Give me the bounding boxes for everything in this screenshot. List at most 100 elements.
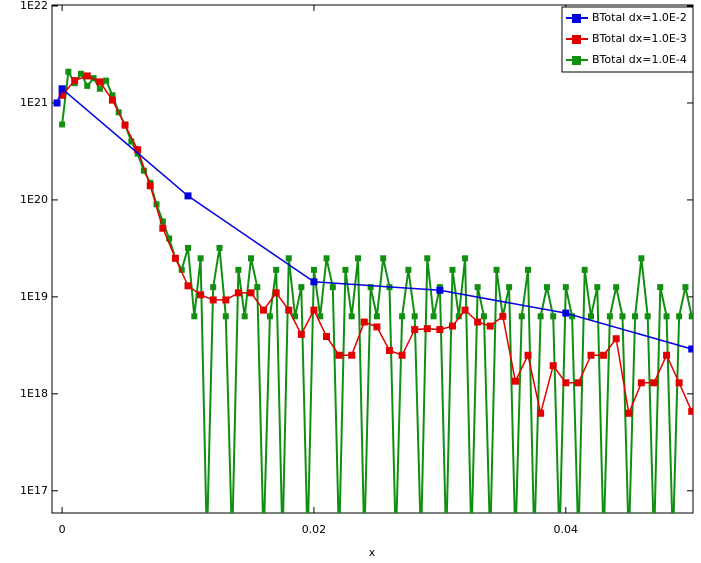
series-marker bbox=[58, 85, 66, 93]
series-marker bbox=[367, 284, 374, 291]
series-marker bbox=[524, 351, 532, 359]
series-marker bbox=[184, 282, 192, 290]
series-marker bbox=[204, 540, 210, 546]
legend-marker bbox=[572, 14, 581, 23]
series-marker bbox=[335, 351, 343, 359]
series-marker bbox=[297, 330, 305, 338]
series-marker bbox=[398, 351, 406, 359]
series-marker bbox=[235, 266, 242, 273]
series-marker bbox=[222, 313, 229, 320]
series-marker bbox=[562, 284, 569, 291]
x-tick-label: 0 bbox=[59, 523, 66, 536]
series-marker bbox=[436, 326, 444, 334]
series-marker bbox=[159, 218, 166, 225]
y-tick-label: 1E21 bbox=[20, 96, 48, 109]
series-marker bbox=[625, 409, 633, 417]
series-marker bbox=[399, 313, 406, 320]
series-marker bbox=[216, 244, 223, 251]
series-marker bbox=[373, 323, 381, 331]
series-marker bbox=[587, 313, 594, 320]
legend-marker bbox=[572, 56, 581, 65]
series-marker bbox=[675, 379, 683, 387]
series-marker bbox=[486, 322, 494, 330]
series-marker bbox=[310, 278, 318, 286]
series-marker bbox=[96, 78, 104, 86]
series-marker bbox=[234, 289, 242, 297]
series-marker bbox=[329, 284, 336, 291]
series-marker bbox=[298, 284, 305, 291]
series-marker bbox=[405, 266, 412, 273]
legend-marker bbox=[572, 35, 581, 44]
series-marker bbox=[474, 318, 482, 326]
series-marker bbox=[247, 289, 255, 297]
series-marker bbox=[197, 291, 205, 299]
series-marker bbox=[487, 540, 493, 546]
series-marker bbox=[644, 313, 651, 320]
series-marker bbox=[688, 345, 693, 353]
series-marker bbox=[348, 313, 355, 320]
plot-area bbox=[53, 68, 693, 546]
series-marker bbox=[348, 351, 356, 359]
series-marker bbox=[411, 313, 418, 320]
series-marker bbox=[688, 407, 693, 415]
series-marker bbox=[600, 351, 608, 359]
series-marker bbox=[360, 318, 368, 326]
series-marker bbox=[361, 540, 367, 546]
series-marker bbox=[411, 326, 419, 334]
series-marker bbox=[134, 146, 142, 154]
series-marker bbox=[241, 313, 248, 320]
series-marker bbox=[657, 284, 664, 291]
y-tick-label: 1E19 bbox=[20, 290, 48, 303]
series-marker bbox=[317, 313, 324, 320]
series-marker bbox=[128, 138, 135, 145]
series-marker bbox=[266, 313, 273, 320]
series-marker bbox=[525, 266, 532, 273]
series-marker bbox=[443, 540, 449, 546]
series-marker bbox=[77, 70, 84, 77]
x-tick-label: 0.04 bbox=[554, 523, 579, 536]
series-marker bbox=[305, 540, 311, 546]
series-marker bbox=[386, 346, 394, 354]
series-marker bbox=[638, 255, 645, 262]
series-marker bbox=[323, 255, 330, 262]
series-marker bbox=[430, 313, 437, 320]
series-marker bbox=[418, 540, 424, 546]
series-marker bbox=[222, 296, 230, 304]
legend-label: BTotal dx=1.0E-4 bbox=[592, 53, 687, 66]
series-marker bbox=[613, 284, 620, 291]
series-marker bbox=[663, 351, 671, 359]
series-marker bbox=[670, 540, 676, 546]
series-marker bbox=[380, 255, 387, 262]
series-marker bbox=[285, 255, 292, 262]
series-marker bbox=[261, 540, 267, 546]
series-marker bbox=[103, 77, 110, 84]
series-marker bbox=[455, 313, 462, 320]
series-marker bbox=[581, 266, 588, 273]
series-marker bbox=[550, 313, 557, 320]
series-marker bbox=[557, 540, 563, 546]
series-marker bbox=[574, 379, 582, 387]
series-marker bbox=[499, 312, 507, 320]
series-marker bbox=[260, 306, 268, 314]
series-marker bbox=[511, 377, 519, 385]
legend-label: BTotal dx=1.0E-3 bbox=[592, 32, 687, 45]
series-marker bbox=[424, 255, 431, 262]
series-marker bbox=[436, 286, 444, 294]
series-marker bbox=[292, 313, 299, 320]
plot-frame bbox=[51, 4, 694, 514]
series-marker bbox=[512, 540, 518, 546]
y-tick-label: 1E18 bbox=[20, 387, 48, 400]
series-marker bbox=[650, 379, 658, 387]
series-marker bbox=[184, 192, 192, 200]
series-marker bbox=[506, 284, 513, 291]
y-tick-label: 1E17 bbox=[20, 484, 48, 497]
series-marker bbox=[178, 266, 185, 273]
series-marker bbox=[562, 309, 570, 317]
series-marker bbox=[688, 313, 693, 320]
series-marker bbox=[171, 254, 179, 262]
series-marker bbox=[310, 266, 317, 273]
series-marker bbox=[606, 313, 613, 320]
series-marker bbox=[185, 244, 192, 251]
series-marker bbox=[637, 379, 645, 387]
series-marker bbox=[461, 306, 469, 314]
